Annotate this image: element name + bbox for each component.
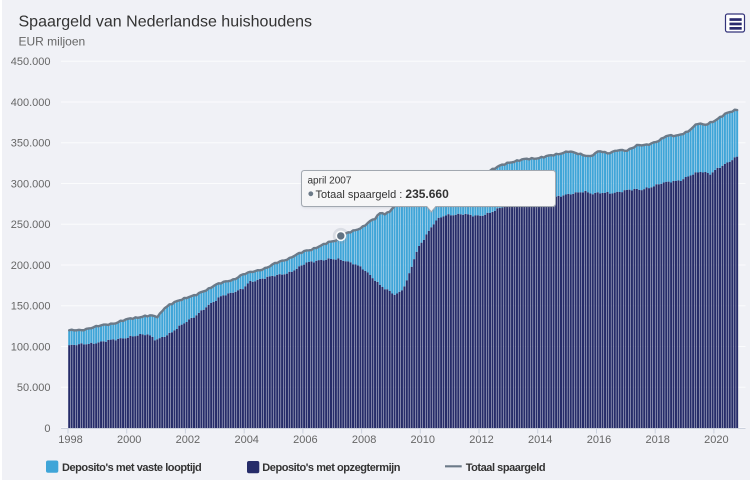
svg-text:2010: 2010 [411, 434, 435, 446]
svg-text:2018: 2018 [645, 434, 669, 446]
svg-text:Totaal spaargeld: Totaal spaargeld [466, 462, 545, 474]
svg-text:EUR miljoen: EUR miljoen [19, 35, 86, 49]
svg-text:350.000: 350.000 [11, 138, 51, 150]
svg-text:450.000: 450.000 [11, 56, 51, 68]
svg-text:400.000: 400.000 [11, 97, 51, 109]
svg-text:100.000: 100.000 [11, 341, 51, 353]
svg-text:2008: 2008 [352, 434, 376, 446]
svg-text:2020: 2020 [704, 434, 728, 446]
svg-text:Spaargeld van Nederlandse huis: Spaargeld van Nederlandse huishoudens [19, 13, 313, 30]
svg-text:200.000: 200.000 [11, 260, 51, 272]
svg-text:Deposito's met vaste looptijd: Deposito's met vaste looptijd [62, 462, 201, 474]
svg-text:Totaal spaargeld : 235.660: Totaal spaargeld : 235.660 [316, 187, 450, 201]
svg-text:50.000: 50.000 [17, 382, 51, 394]
svg-text:1998: 1998 [58, 434, 82, 446]
svg-text:2004: 2004 [234, 434, 258, 446]
svg-text:300.000: 300.000 [11, 178, 51, 190]
svg-text:150.000: 150.000 [11, 301, 51, 313]
svg-text:2006: 2006 [293, 434, 317, 446]
svg-text:250.000: 250.000 [11, 219, 51, 231]
svg-text:2012: 2012 [469, 434, 493, 446]
svg-text:2002: 2002 [176, 434, 200, 446]
svg-text:2014: 2014 [528, 434, 552, 446]
svg-text:0: 0 [44, 423, 50, 435]
svg-text:2000: 2000 [117, 434, 141, 446]
svg-text:2016: 2016 [587, 434, 611, 446]
svg-text:april 2007: april 2007 [308, 176, 352, 187]
svg-text:Deposito's met opzegtermijn: Deposito's met opzegtermijn [262, 462, 400, 474]
